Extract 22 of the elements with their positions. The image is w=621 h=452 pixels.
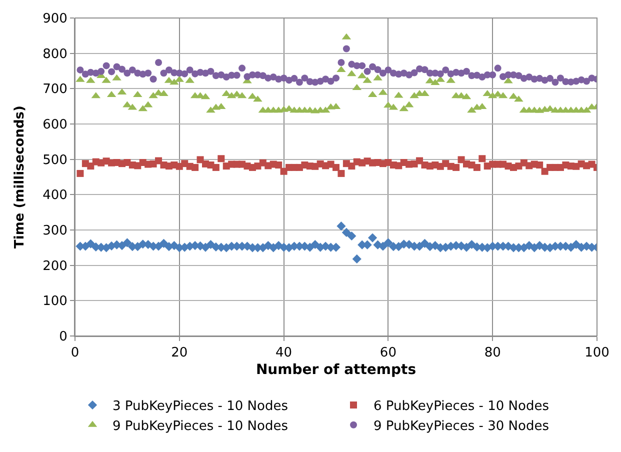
- x-tick-label: 100: [584, 346, 610, 361]
- y-tick-label: 900: [42, 12, 68, 27]
- legend-label: 9 PubKeyPieces - 30 Nodes: [374, 418, 550, 434]
- x-tick-label: 40: [276, 346, 292, 361]
- y-tick-label: 400: [42, 188, 68, 204]
- y-tick-label: 600: [42, 118, 68, 133]
- y-tick-label: 800: [42, 46, 68, 62]
- y-tick-label: 700: [42, 82, 68, 98]
- x-tick-label: 0: [70, 346, 80, 361]
- x-tick-label: 80: [484, 346, 501, 361]
- y-tick-label: 200: [42, 258, 68, 274]
- x-tick-label: 60: [380, 346, 396, 361]
- y-axis-title: Time (milliseconds): [12, 106, 28, 248]
- x-axis-title: Number of attempts: [256, 362, 416, 378]
- y-tick-label: 100: [42, 294, 68, 310]
- legend-label: 3 PubKeyPieces - 10 Nodes: [112, 399, 288, 414]
- y-tick-label: 300: [42, 224, 68, 239]
- x-tick-label: 20: [171, 346, 188, 361]
- legend-label: 9 PubKeyPieces - 10 Nodes: [112, 418, 288, 434]
- y-tick-label: 0: [59, 330, 68, 345]
- legend-label: 6 PubKeyPieces - 10 Nodes: [374, 399, 550, 414]
- y-tick-label: 500: [42, 152, 68, 168]
